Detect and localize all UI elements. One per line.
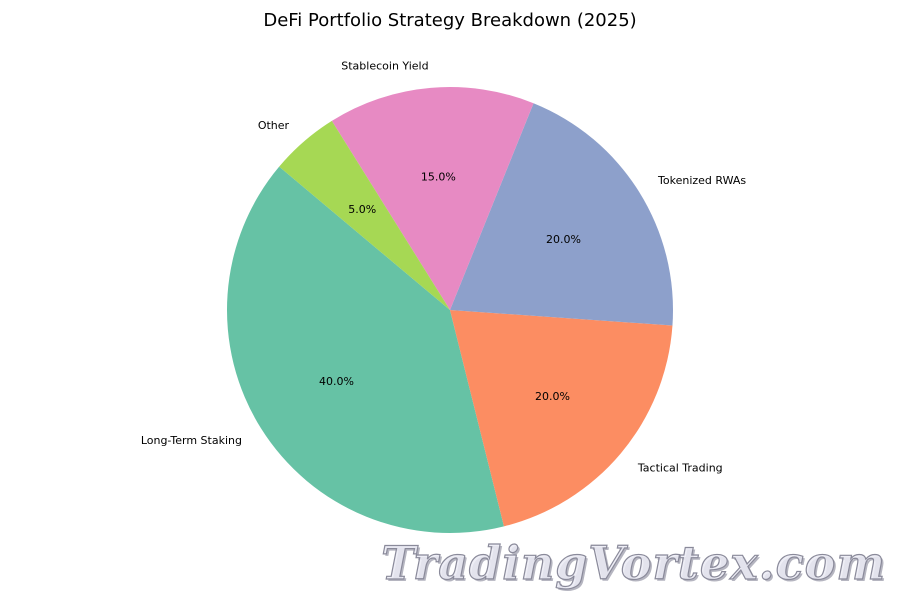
- percent-label-other: 5.0%: [348, 203, 376, 216]
- percent-label-stablecoin-yield: 15.0%: [421, 171, 456, 184]
- pie-slice-long-term-staking: [226, 166, 504, 534]
- pie-slice-tokenized-rwas: [450, 103, 674, 326]
- slice-label-tactical-trading: Tactical Trading: [637, 462, 723, 475]
- slice-label-stablecoin-yield: Stablecoin Yield: [341, 60, 428, 73]
- percent-label-long-term-staking: 40.0%: [319, 375, 354, 388]
- percent-label-tokenized-rwas: 20.0%: [546, 233, 581, 246]
- percent-label-tactical-trading: 20.0%: [535, 390, 570, 403]
- watermark-logo: TradingVortex.com: [381, 535, 886, 590]
- pie-slice-stablecoin-yield: [331, 87, 534, 310]
- pie-slice-other: [279, 120, 450, 310]
- pie-slices: [226, 87, 674, 534]
- slice-label-long-term-staking: Long-Term Staking: [141, 434, 242, 447]
- slice-label-tokenized-rwas: Tokenized RWAs: [657, 174, 746, 187]
- chart-title: DeFi Portfolio Strategy Breakdown (2025): [263, 10, 636, 31]
- pie-labels: 40.0% Long-Term Staking 20.0% Tactical Trad…: [141, 60, 747, 475]
- pie-slice-tactical-trading: [450, 310, 673, 527]
- slice-label-other: Other: [258, 119, 290, 132]
